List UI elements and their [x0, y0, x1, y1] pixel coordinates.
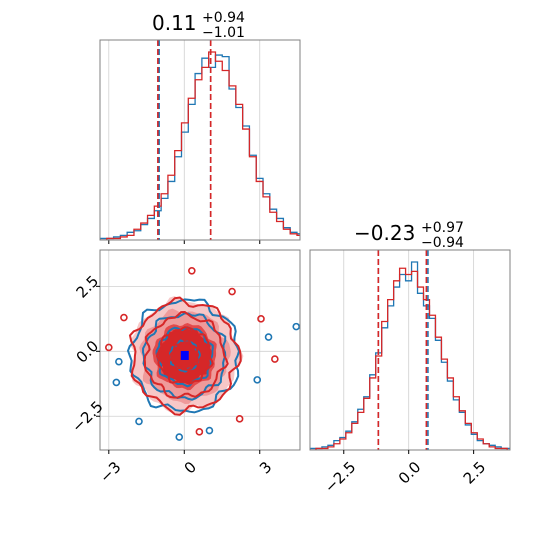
joint-grid: [100, 250, 300, 450]
joint-outlier-point: [120, 313, 128, 322]
hist2-title-minus: −0.94: [421, 235, 464, 251]
joint-outlier-point: [135, 417, 143, 426]
joint-outlier-point: [105, 343, 113, 352]
joint-outlier-point: [112, 378, 121, 387]
hist-panel-param1: 0.11 +0.94 −1.01: [99, 10, 301, 244]
hist-panel-param2: −2.5 0.0 2.5 −0.23 +0.97 −0.94: [309, 220, 511, 497]
hist2-series-0: [310, 261, 510, 450]
hist1-series-1: [100, 51, 300, 240]
joint-outlier-point: [253, 376, 262, 384]
joint-xtick-label-0: −3: [96, 458, 124, 486]
joint-contour-1-2: [143, 310, 229, 399]
joint-y-ticks: −2.5 0.0 2.5: [68, 272, 106, 436]
hist2-title-value: −0.23: [354, 221, 415, 245]
hist1-title-value: 0.11: [152, 11, 197, 35]
joint-xtick-label-1: 0: [181, 458, 200, 477]
hist1-series-0: [100, 54, 300, 240]
joint-contour-1-1: [155, 326, 214, 385]
joint-outlier-point: [257, 315, 265, 323]
joint-outlier-point: [115, 357, 123, 366]
joint-outlier-point: [292, 322, 300, 331]
hist1-title: 0.11 +0.94 −1.01: [152, 10, 245, 41]
hist2-title: −0.23 +0.97 −0.94: [354, 220, 464, 251]
joint-outlier-point: [228, 287, 236, 296]
hist1-frame: [99, 39, 301, 241]
joint-contours: [105, 266, 300, 441]
hist2-quantile-lines: [377, 250, 429, 450]
joint-outlier-point: [264, 333, 273, 341]
joint-ytick-label-2: 2.5: [73, 272, 103, 302]
joint-contour-1-0: [169, 341, 200, 371]
hist2-series: [310, 261, 510, 450]
hist1-title-minus: −1.01: [202, 25, 245, 41]
joint-outlier-point: [175, 433, 184, 441]
joint-ytick-label-0: −2.5: [68, 397, 106, 435]
hist2-xtick-label-1: 0.0: [395, 458, 425, 488]
hist2-title-plus: +0.97: [421, 220, 464, 236]
hist2-series-1: [310, 267, 510, 450]
joint-frame: [99, 249, 301, 451]
joint-outlier-point: [235, 415, 244, 423]
hist2-frame: [309, 249, 511, 451]
hist1-title-plus: +0.94: [202, 10, 245, 26]
hist2-grid: [343, 250, 475, 450]
joint-outlier-point: [205, 426, 214, 435]
joint-ytick-label-1: 0.0: [73, 337, 103, 367]
joint-median-marker: [180, 350, 189, 360]
joint-panel: −3 0 3 −2.5 0.0 2.5: [68, 249, 301, 486]
hist1-grid: [108, 40, 261, 244]
joint-contour-0-3: [126, 298, 241, 414]
joint-outlier-point: [188, 266, 196, 275]
hist2-xtick-label-0: −2.5: [321, 458, 359, 496]
hist1-series: [100, 51, 300, 240]
hist1-quantile-lines: [157, 40, 212, 240]
joint-outlier-point: [195, 428, 204, 436]
joint-xtick-label-2: 3: [256, 458, 275, 477]
joint-contour-1-3: [128, 296, 242, 416]
joint-outlier-point: [271, 355, 279, 363]
hist2-x-ticks: −2.5 0.0 2.5: [321, 450, 489, 497]
joint-x-ticks: −3 0 3: [96, 450, 275, 486]
hist2-xtick-label-2: 2.5: [460, 458, 490, 488]
